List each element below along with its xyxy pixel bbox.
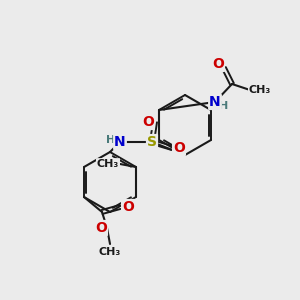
Text: O: O [142, 115, 154, 129]
Text: CH₃: CH₃ [249, 85, 271, 95]
Text: O: O [212, 57, 224, 71]
Text: O: O [173, 141, 185, 155]
Text: CH₃: CH₃ [97, 159, 119, 169]
Text: CH₃: CH₃ [99, 247, 121, 257]
Text: O: O [122, 200, 134, 214]
Text: H: H [219, 101, 229, 111]
Text: N: N [209, 95, 221, 109]
Text: N: N [114, 135, 126, 149]
Text: S: S [147, 135, 157, 149]
Text: O: O [95, 221, 107, 235]
Text: H: H [106, 135, 116, 145]
